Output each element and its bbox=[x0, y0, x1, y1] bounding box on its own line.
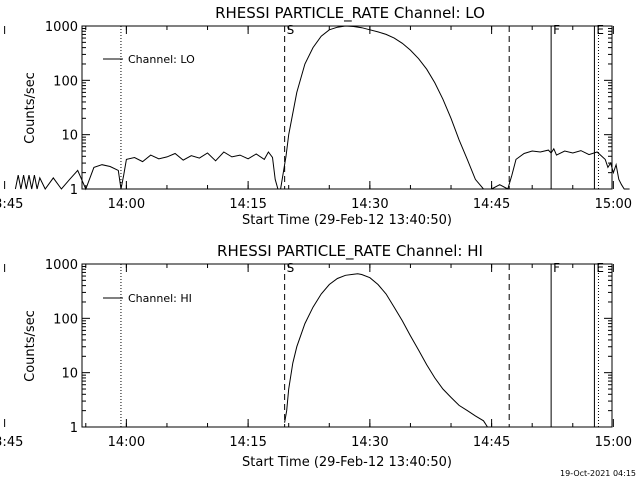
panel-hi-series bbox=[284, 273, 488, 428]
y-tick-label: 1000 bbox=[45, 20, 78, 35]
x-tick-label: 13:45 bbox=[0, 435, 23, 450]
y-tick-label: 1 bbox=[70, 421, 78, 436]
panel-hi-plot-frame bbox=[81, 263, 613, 428]
x-tick-label: 14:00 bbox=[108, 197, 145, 212]
y-tick-label: 10 bbox=[61, 129, 78, 144]
panel-lo: RHESSI PARTICLE_RATE Channel: LO S F E 1 10… bbox=[0, 4, 632, 228]
panel-hi-y-axis-label: Counts/sec bbox=[23, 310, 38, 382]
y-tick-label: 1 bbox=[70, 183, 78, 198]
marker-label: E bbox=[596, 261, 604, 275]
x-tick-label: 14:15 bbox=[229, 435, 266, 450]
x-tick-label: 14:45 bbox=[473, 197, 510, 212]
panel-hi-y-ticks: 1 10 100 1000 bbox=[45, 258, 612, 436]
panel-hi-title: RHESSI PARTICLE_RATE Channel: HI bbox=[217, 242, 483, 261]
panel-lo-x-axis-label: Start Time (29-Feb-12 13:40:50) bbox=[242, 213, 452, 228]
panel-lo-plot-frame bbox=[81, 25, 613, 190]
x-tick-label: 14:30 bbox=[351, 435, 388, 450]
panel-lo-title: RHESSI PARTICLE_RATE Channel: LO bbox=[215, 4, 485, 23]
series-line bbox=[14, 25, 630, 191]
y-tick-label: 10 bbox=[61, 367, 78, 382]
x-tick-label: 14:45 bbox=[473, 435, 510, 450]
marker-label: S bbox=[287, 261, 295, 275]
y-tick-label: 100 bbox=[53, 74, 78, 89]
panel-lo-legend-label: Channel: LO bbox=[128, 53, 195, 66]
x-tick-label: 14:00 bbox=[108, 435, 145, 450]
x-tick-label: 14:15 bbox=[229, 197, 266, 212]
panel-hi-x-axis-label: Start Time (29-Feb-12 13:40:50) bbox=[242, 455, 452, 470]
x-tick-label: 14:30 bbox=[351, 197, 388, 212]
panel-hi-legend-label: Channel: HI bbox=[128, 292, 192, 305]
x-tick-label: 15:00 bbox=[595, 197, 632, 212]
marker-label: S bbox=[287, 23, 295, 37]
marker-label: F bbox=[553, 23, 560, 37]
series-line bbox=[284, 273, 488, 428]
x-tick-label: 13:45 bbox=[0, 197, 23, 212]
panel-lo-series bbox=[14, 25, 630, 191]
panel-lo-y-axis-label: Counts/sec bbox=[23, 72, 38, 144]
marker-label: E bbox=[596, 23, 604, 37]
x-tick-label: 15:00 bbox=[595, 435, 632, 450]
panel-hi: RHESSI PARTICLE_RATE Channel: HI S F E 1 10… bbox=[0, 242, 632, 470]
y-tick-label: 100 bbox=[53, 312, 78, 327]
panel-lo-y-ticks: 1 10 100 1000 bbox=[45, 20, 612, 198]
y-tick-label: 1000 bbox=[45, 258, 78, 273]
marker-label: F bbox=[553, 261, 560, 275]
timestamp-footer: 19-Oct-2021 04:15 bbox=[560, 469, 636, 478]
